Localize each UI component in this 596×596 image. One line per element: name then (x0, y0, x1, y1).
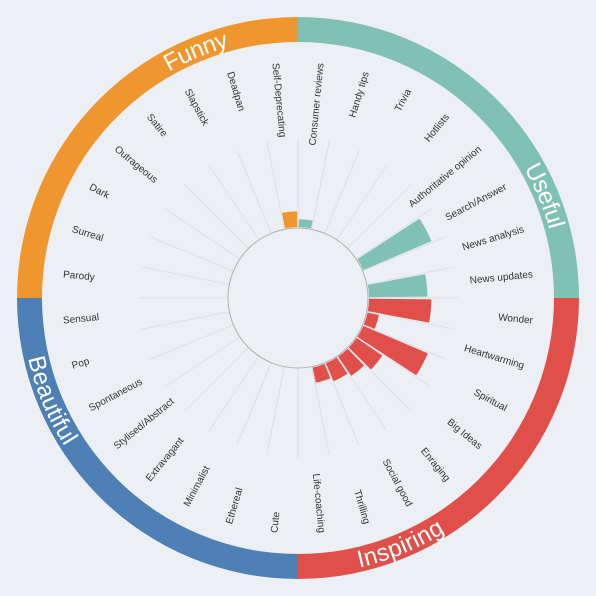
group-ring-beautiful (17, 298, 298, 579)
grid-spoke (347, 184, 412, 249)
bar-self-deprecating (281, 211, 298, 229)
category-label-hotlists: Hotlists (423, 112, 452, 144)
bar-consumer-reviews (298, 219, 313, 229)
grid-spoke (362, 236, 447, 272)
grid-spoke (164, 336, 241, 388)
group-label-funny: Funny (159, 26, 231, 76)
category-label-thrilling: Thrilling (351, 489, 372, 526)
category-label-self-deprecating: Self-Deprecating (269, 63, 287, 138)
grid-spoke (236, 149, 272, 234)
category-label-trivia: Trivia (393, 87, 414, 114)
bars (281, 211, 432, 383)
grid-spoke (355, 336, 432, 388)
group-ring-inspiring (298, 298, 579, 579)
category-label-news-analysis: News analysis (461, 224, 525, 253)
category-label-life-coaching: Life-coaching (310, 473, 327, 533)
category-label-handy-tips: Handy tips (348, 71, 372, 119)
grid-spoke (149, 236, 234, 272)
bar-search-answer (357, 218, 432, 271)
bar-enraging (338, 348, 365, 376)
category-label-social-good: Social good (380, 457, 414, 508)
grid-spoke (208, 164, 260, 241)
bar-social-good (325, 357, 348, 382)
category-label-wonder: Wonder (498, 312, 534, 326)
group-ring-funny (17, 17, 298, 298)
category-label-extravagant: Extravagant (144, 436, 186, 484)
grid-lines (138, 138, 458, 458)
grid-spoke (324, 149, 360, 234)
grid-spoke (208, 355, 260, 432)
category-label-pop: Pop (71, 356, 92, 372)
grid-spoke (355, 208, 432, 260)
category-label-slapstick: Slapstick (182, 87, 211, 128)
category-label-stylised-abstract: Stylised/Abstract (112, 396, 177, 452)
bar-wonder (367, 298, 432, 323)
grid-spoke (236, 362, 272, 447)
category-label-search-answer: Search/Answer (444, 182, 510, 224)
grid-spoke (164, 208, 241, 260)
grid-spoke (366, 266, 456, 285)
category-label-surreal: Surreal (71, 224, 105, 244)
category-label-dark: Dark (87, 182, 112, 202)
category-labels: Consumer reviews Handy tips Trivia Hotlists… (63, 63, 534, 534)
category-label-spontaneous: Spontaneous (87, 377, 144, 414)
grid-spoke (311, 140, 330, 230)
grid-spoke (366, 311, 456, 330)
grid-spoke (336, 355, 388, 432)
grid-spoke (266, 140, 285, 230)
category-label-consumer-reviews: Consumer reviews (308, 63, 327, 146)
grid-spoke (362, 324, 447, 360)
grid-spoke (336, 164, 388, 241)
bar-heartwarming (363, 312, 379, 329)
category-label-satire: Satire (144, 112, 169, 140)
grid-spoke (140, 311, 230, 330)
grid-spoke (324, 362, 360, 447)
bar-spiritual (357, 325, 428, 376)
grid-spoke (347, 347, 412, 412)
category-label-deadpan: Deadpan (224, 71, 246, 113)
category-label-outrageous: Outrageous (112, 144, 159, 186)
grid-spoke (266, 366, 285, 456)
inner-axis-circle (227, 227, 369, 369)
grid-spoke (184, 184, 249, 249)
category-label-heartwarming: Heartwarming (463, 343, 526, 372)
category-label-big-ideas: Big Ideas (445, 417, 484, 452)
category-label-sensual: Sensual (63, 312, 100, 326)
bar-big-ideas (348, 338, 383, 370)
bar-thrilling (312, 363, 331, 383)
bar-news-updates (367, 274, 428, 298)
category-label-enraging: Enraging (418, 446, 452, 484)
category-label-ethereal: Ethereal (224, 487, 245, 526)
category-label-cute: Cute (269, 511, 282, 534)
category-label-parody: Parody (63, 269, 96, 283)
grid-spoke (140, 266, 230, 285)
category-label-spiritual: Spiritual (472, 387, 509, 414)
grid-spoke (184, 347, 249, 412)
grid-spoke (311, 366, 330, 456)
category-label-minimalist: Minimalist (182, 464, 213, 509)
group-ring-useful (298, 17, 579, 298)
grid-spoke (149, 324, 234, 360)
category-label-news-updates: News updates (469, 269, 533, 286)
